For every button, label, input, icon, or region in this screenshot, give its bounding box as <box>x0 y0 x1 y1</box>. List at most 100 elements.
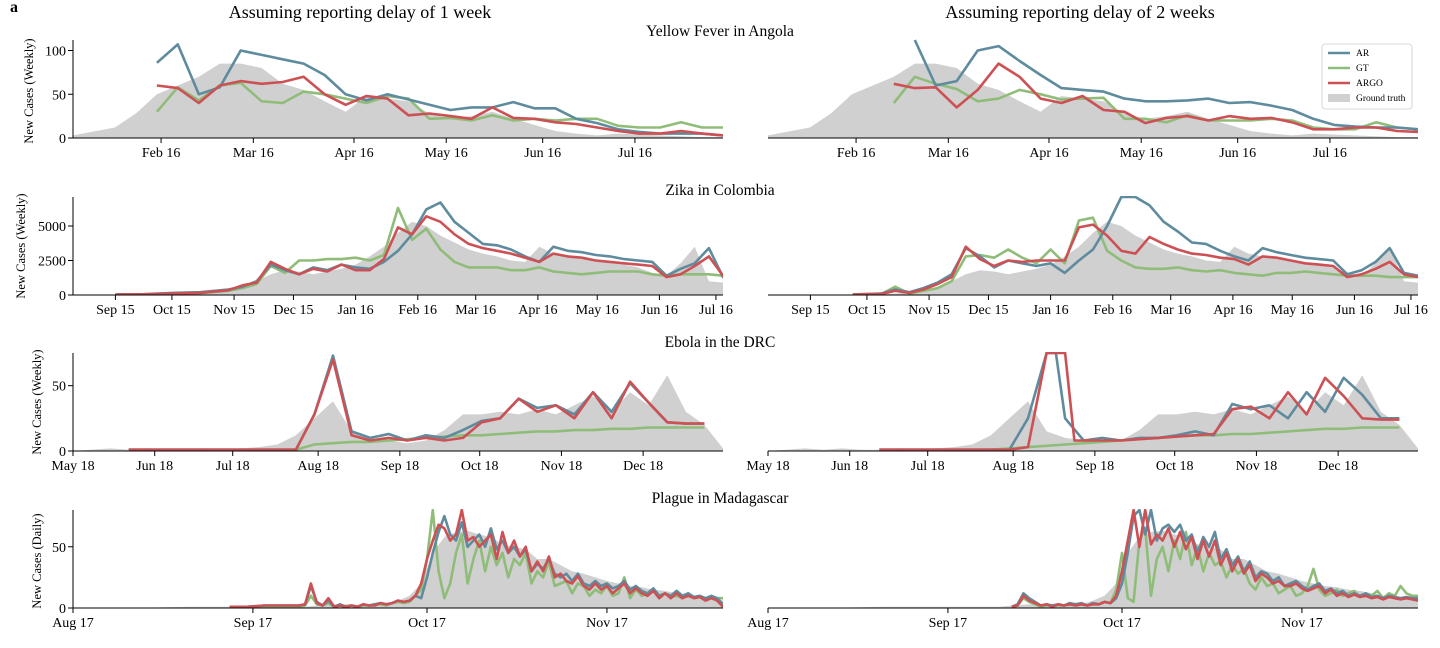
x-tick-label: Feb 16 <box>399 303 438 318</box>
ground-truth-area <box>73 221 723 295</box>
y-tick-label: 0 <box>59 445 66 460</box>
x-tick-label: Dec 15 <box>273 303 313 318</box>
x-tick-label: Apr 16 <box>334 146 373 161</box>
x-tick-label: Jul 16 <box>699 303 733 318</box>
x-tick-label: Nov 15 <box>213 303 255 318</box>
svg-text:New Cases (Weekly): New Cases (Weekly) <box>22 38 36 143</box>
ground-truth-area <box>768 530 1418 608</box>
x-tick-label: Jan 16 <box>338 303 374 318</box>
x-tick-label: Mar 16 <box>1150 303 1191 318</box>
x-tick-label: Mar 16 <box>233 146 274 161</box>
x-tick-label: Dec 18 <box>1318 459 1358 474</box>
x-tick-label: Jul 16 <box>618 146 652 161</box>
panel-r4-c2: Aug 17 Sep 17 Oct 17 Nov 17 <box>747 509 1418 631</box>
x-tick-label: Jun 18 <box>136 459 173 474</box>
x-tick-label: Nov 17 <box>586 616 628 631</box>
x-tick-label: May 18 <box>746 459 789 474</box>
x-tick-label: Jun 18 <box>831 459 868 474</box>
svg-text:New Cases (Daily): New Cases (Daily) <box>30 513 44 608</box>
x-tick-label: Sep 15 <box>791 303 830 318</box>
series-line-gt <box>155 81 723 129</box>
panel-r1-c1: 0 50 100 Feb 16 Mar 16 Apr 16 May 16 Jun 16 Jul … <box>45 40 723 161</box>
x-tick-label: Jul 18 <box>216 459 250 474</box>
legend-swatch-ground-truth <box>1328 94 1350 102</box>
panel-r3-c1: 0 50 May 18 Jun 18 Jul 18 Aug 18 Sep 18 Oct 18 N… <box>51 353 723 474</box>
x-tick-label: Mar 16 <box>455 303 496 318</box>
series-line-gt <box>852 216 1418 295</box>
series-line-argo <box>1011 509 1418 608</box>
x-tick-label: Nov 17 <box>1281 616 1323 631</box>
x-tick-label: Oct 18 <box>461 459 499 474</box>
series-line-argo <box>893 62 1418 134</box>
series-line-ar <box>913 39 1418 131</box>
series-line-argo <box>879 352 1400 451</box>
x-tick-label: Nov 15 <box>908 303 950 318</box>
x-tick-label: Nov 18 <box>541 459 583 474</box>
x-tick-label: Oct 17 <box>408 616 446 631</box>
row-title-zika: Zika in Colombia <box>665 182 774 199</box>
y-axis-label-row-3: New Cases (Weekly) <box>30 349 44 454</box>
x-tick-label: Sep 18 <box>381 459 420 474</box>
x-tick-label: Sep 17 <box>929 616 968 631</box>
x-tick-label: Jun 16 <box>524 146 561 161</box>
y-axis-label-row-2: New Cases (Weekly) <box>14 193 28 298</box>
y-axis-label-row-4: New Cases (Daily) <box>30 513 44 608</box>
x-tick-label: Jul 18 <box>911 459 945 474</box>
y-tick-label: 100 <box>45 45 66 60</box>
x-tick-label: May 16 <box>425 146 468 161</box>
x-tick-label: May 16 <box>1271 303 1314 318</box>
column-title-right: Assuming reporting delay of 2 weeks <box>945 2 1214 22</box>
x-tick-label: Oct 15 <box>848 303 886 318</box>
x-tick-label: Jun 16 <box>1219 146 1256 161</box>
x-tick-label: Jul 16 <box>1394 303 1428 318</box>
x-tick-label: Mar 16 <box>928 146 969 161</box>
legend-label-gt: GT <box>1356 64 1369 74</box>
x-tick-label: Feb 16 <box>142 146 181 161</box>
ground-truth-area <box>73 530 723 608</box>
x-tick-label: Jun 16 <box>641 303 678 318</box>
x-tick-label: Oct 17 <box>1103 616 1141 631</box>
x-tick-label: May 16 <box>576 303 619 318</box>
x-tick-label: Sep 18 <box>1076 459 1115 474</box>
legend: AR GT ARGO Ground truth <box>1321 43 1413 110</box>
x-tick-label: Aug 18 <box>992 459 1034 474</box>
x-tick-label: Sep 15 <box>96 303 135 318</box>
legend-label-ground-truth: Ground truth <box>1356 94 1406 104</box>
ground-truth-area <box>768 221 1418 295</box>
panel-r4-c1: 0 50 Aug 17 Sep 17 Oct 17 Nov 17 <box>52 509 723 631</box>
y-tick-label: 0 <box>59 289 66 304</box>
ground-truth-area <box>768 375 1418 451</box>
x-tick-label: Oct 18 <box>1156 459 1194 474</box>
y-tick-label: 0 <box>59 602 66 617</box>
x-tick-label: Sep 17 <box>234 616 273 631</box>
y-tick-label: 50 <box>52 541 66 556</box>
legend-frame <box>1321 43 1413 110</box>
x-tick-label: Apr 16 <box>518 303 557 318</box>
y-tick-label: 5000 <box>38 220 66 235</box>
x-tick-label: Dec 15 <box>968 303 1008 318</box>
x-tick-label: Nov 18 <box>1236 459 1278 474</box>
series-line-argo <box>229 509 723 608</box>
x-tick-label: Jan 16 <box>1033 303 1069 318</box>
x-tick-label: Jun 16 <box>1336 303 1373 318</box>
x-tick-label: Aug 17 <box>52 616 94 631</box>
x-tick-label: Dec 18 <box>623 459 663 474</box>
x-tick-label: Oct 15 <box>153 303 191 318</box>
series-line-argo <box>156 75 723 137</box>
x-tick-label: Feb 16 <box>1094 303 1133 318</box>
plot-area: 0 50 100 Feb 16 Mar 16 Apr 16 May 16 Jun 16 Jul … <box>38 39 1428 631</box>
panel-r2-c1: 0 2500 5000 Sep 15 Oct 15 Nov 15 Dec 15 Jan 16 F… <box>38 197 733 318</box>
y-tick-label: 50 <box>52 88 66 103</box>
y-tick-label: 2500 <box>38 254 66 269</box>
row-title-ebola: Ebola in the DRC <box>665 334 776 351</box>
x-tick-label: Feb 16 <box>837 146 876 161</box>
x-tick-label: Apr 16 <box>1029 146 1068 161</box>
x-tick-label: May 18 <box>51 459 94 474</box>
column-title-left: Assuming reporting delay of 1 week <box>229 2 491 22</box>
y-axis-label-row-1: New Cases (Weekly) <box>22 38 36 143</box>
x-tick-label: Aug 17 <box>747 616 789 631</box>
x-tick-label: May 16 <box>1120 146 1163 161</box>
svg-text:New Cases (Weekly): New Cases (Weekly) <box>14 193 28 298</box>
x-tick-label: Aug 18 <box>297 459 339 474</box>
